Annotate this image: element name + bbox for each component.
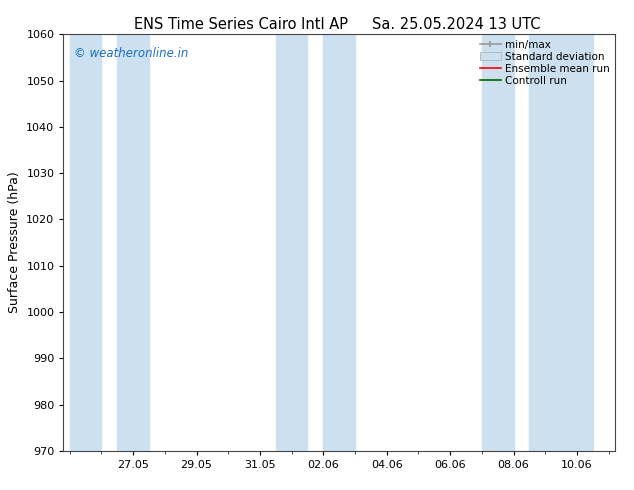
Bar <box>117 34 149 451</box>
Legend: min/max, Standard deviation, Ensemble mean run, Controll run: min/max, Standard deviation, Ensemble me… <box>477 36 613 89</box>
Text: © weatheronline.in: © weatheronline.in <box>74 47 189 60</box>
Text: Sa. 25.05.2024 13 UTC: Sa. 25.05.2024 13 UTC <box>372 17 541 32</box>
Bar <box>482 34 514 451</box>
Bar <box>276 34 307 451</box>
Text: ENS Time Series Cairo Intl AP: ENS Time Series Cairo Intl AP <box>134 17 348 32</box>
Bar <box>323 34 355 451</box>
Y-axis label: Surface Pressure (hPa): Surface Pressure (hPa) <box>8 172 21 314</box>
Bar <box>529 34 593 451</box>
Bar <box>70 34 101 451</box>
